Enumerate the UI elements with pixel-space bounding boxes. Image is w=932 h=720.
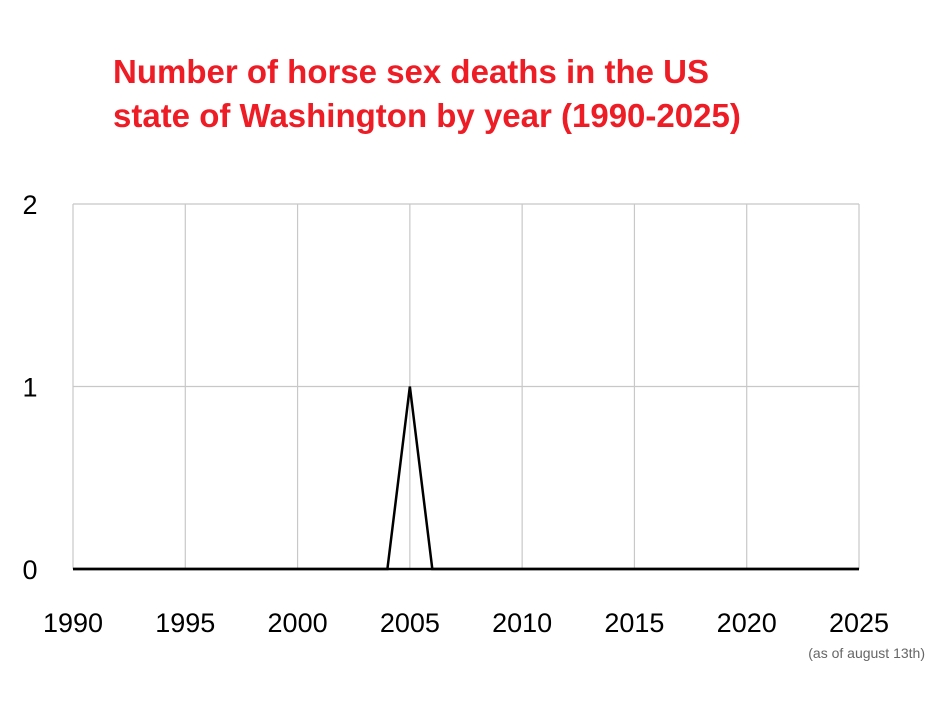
x-tick-label-2015: 2015: [604, 608, 664, 638]
tick-labels: 1990 1995 2000 2005 2010 2015 2020 2025 0 1 2: [22, 190, 889, 638]
y-tick-label-1: 1: [22, 373, 37, 403]
chart-title-line-1: Number of horse sex deaths in the US: [113, 53, 709, 90]
x-tick-label-1990: 1990: [43, 608, 103, 638]
series-line-0: [73, 386, 859, 571]
x-tick-label-1995: 1995: [155, 608, 215, 638]
x-tick-label-2020: 2020: [717, 608, 777, 638]
y-tick-label-2: 2: [22, 190, 37, 220]
x-tick-label-2025: 2025: [829, 608, 889, 638]
chart-note: (as of august 13th): [808, 645, 925, 661]
x-tick-label-2000: 2000: [268, 608, 328, 638]
x-tick-label-2010: 2010: [492, 608, 552, 638]
chart-title: Number of horse sex deaths in the US sta…: [113, 50, 873, 138]
chart-title-line-2: state of Washington by year (1990-2025): [113, 97, 741, 134]
y-tick-label-0: 0: [22, 555, 37, 585]
grid: [72, 203, 860, 569]
x-tick-label-2005: 2005: [380, 608, 440, 638]
series-layer: [73, 386, 859, 571]
